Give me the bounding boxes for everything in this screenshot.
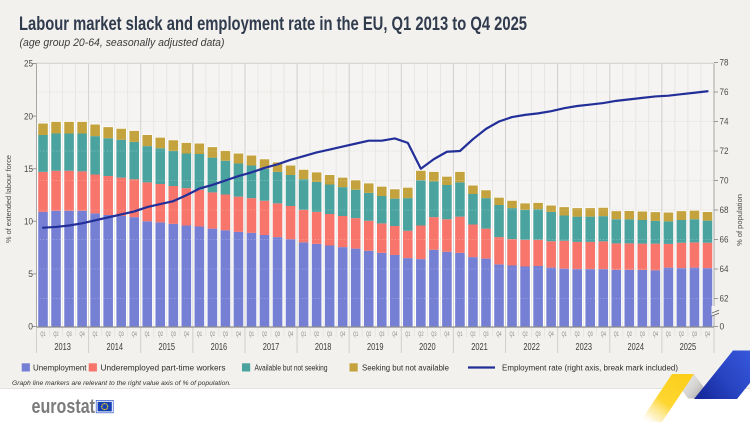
svg-text:76: 76 — [720, 87, 729, 98]
svg-text:Q4: Q4 — [392, 332, 398, 338]
svg-text:2013: 2013 — [54, 342, 71, 353]
svg-text:2022: 2022 — [523, 342, 540, 353]
svg-text:Q3: Q3 — [640, 332, 646, 338]
svg-text:74: 74 — [720, 117, 729, 128]
svg-text:Q4: Q4 — [653, 332, 659, 338]
svg-text:Q1: Q1 — [93, 332, 99, 338]
svg-text:Q4: Q4 — [444, 332, 450, 338]
svg-text:Q1: Q1 — [197, 332, 203, 338]
svg-text:Q2: Q2 — [575, 332, 581, 338]
svg-text:% of extended labour force: % of extended labour force — [6, 155, 13, 243]
svg-text:Q3: Q3 — [588, 332, 594, 338]
svg-text:Q1: Q1 — [249, 332, 255, 338]
svg-text:Q2: Q2 — [106, 332, 112, 338]
svg-text:2014: 2014 — [106, 342, 123, 353]
svg-text:Q4: Q4 — [80, 332, 86, 338]
svg-text:Q1: Q1 — [457, 332, 463, 338]
svg-text:68: 68 — [720, 205, 729, 216]
svg-text:Q2: Q2 — [418, 332, 424, 338]
svg-text:Q2: Q2 — [679, 332, 685, 338]
svg-text:% of population: % of population — [737, 194, 744, 246]
svg-text:Q1: Q1 — [145, 332, 151, 338]
svg-text:2018: 2018 — [315, 342, 332, 353]
svg-text:Available but not seeking: Available but not seeking — [255, 363, 328, 373]
svg-text:Q3: Q3 — [327, 332, 333, 338]
svg-text:Q3: Q3 — [431, 332, 437, 338]
svg-text:15: 15 — [24, 164, 33, 175]
svg-text:Q2: Q2 — [523, 332, 529, 338]
svg-text:66: 66 — [720, 235, 729, 246]
svg-text:Q2: Q2 — [53, 332, 59, 338]
svg-text:Q1: Q1 — [40, 332, 46, 338]
svg-text:Q3: Q3 — [483, 332, 489, 338]
svg-text:78: 78 — [720, 58, 729, 69]
svg-text:Q3: Q3 — [536, 332, 542, 338]
svg-text:Q4: Q4 — [288, 332, 294, 338]
svg-text:Q2: Q2 — [627, 332, 633, 338]
svg-text:10: 10 — [24, 217, 33, 228]
svg-text:Q1: Q1 — [510, 332, 516, 338]
svg-text:Q2: Q2 — [262, 332, 268, 338]
svg-text:62: 62 — [720, 294, 729, 305]
svg-text:Q4: Q4 — [496, 332, 502, 338]
svg-text:2021: 2021 — [471, 342, 488, 353]
svg-text:Q2: Q2 — [210, 332, 216, 338]
svg-text:2017: 2017 — [263, 342, 280, 353]
svg-text:Q3: Q3 — [223, 332, 229, 338]
svg-text:Q4: Q4 — [601, 332, 607, 338]
svg-text:Q1: Q1 — [301, 332, 307, 338]
svg-text:0: 0 — [28, 322, 33, 333]
svg-text:64: 64 — [720, 264, 729, 275]
svg-text:Employment rate (right axis, b: Employment rate (right axis, break mark … — [502, 363, 678, 373]
svg-text:eurostat: eurostat — [32, 396, 96, 418]
svg-text:Seeking but not available: Seeking but not available — [362, 363, 449, 373]
svg-text:(age group 20-64, seasonally a: (age group 20-64, seasonally adjusted da… — [20, 37, 225, 49]
svg-text:Graph line markers are relevan: Graph line markers are relevant to the r… — [12, 380, 231, 387]
svg-text:2015: 2015 — [159, 342, 176, 353]
svg-text:Q3: Q3 — [275, 332, 281, 338]
svg-text:Q2: Q2 — [314, 332, 320, 338]
svg-text:Q3: Q3 — [171, 332, 177, 338]
svg-text:Q2: Q2 — [470, 332, 476, 338]
svg-text:Q1: Q1 — [353, 332, 359, 338]
svg-text:Labour market slack and employ: Labour market slack and employment rate … — [19, 13, 527, 35]
svg-text:70: 70 — [720, 176, 729, 187]
svg-text:Q1: Q1 — [562, 332, 568, 338]
svg-text:Q1: Q1 — [666, 332, 672, 338]
svg-text:Q4: Q4 — [549, 332, 555, 338]
svg-text:0: 0 — [720, 322, 725, 333]
svg-text:2025: 2025 — [680, 342, 697, 353]
svg-text:Q2: Q2 — [158, 332, 164, 338]
svg-text:Q4: Q4 — [184, 332, 190, 338]
svg-text:72: 72 — [720, 146, 729, 157]
svg-text:Q4: Q4 — [132, 332, 138, 338]
svg-text:Q2: Q2 — [366, 332, 372, 338]
svg-text:Q1: Q1 — [614, 332, 620, 338]
svg-text:Q1: Q1 — [405, 332, 411, 338]
svg-text:Q4: Q4 — [340, 332, 346, 338]
svg-text:2023: 2023 — [575, 342, 592, 353]
svg-text:2016: 2016 — [211, 342, 228, 353]
svg-text:Q3: Q3 — [67, 332, 73, 338]
svg-text:Q3: Q3 — [692, 332, 698, 338]
svg-text:Q4: Q4 — [705, 332, 711, 338]
svg-text:20: 20 — [24, 111, 33, 122]
svg-text:2019: 2019 — [367, 342, 384, 353]
svg-text:25: 25 — [24, 59, 33, 70]
svg-text:2020: 2020 — [419, 342, 436, 353]
svg-text:Unemployment: Unemployment — [33, 363, 87, 373]
svg-text:Q3: Q3 — [379, 332, 385, 338]
svg-text:2024: 2024 — [628, 342, 645, 353]
svg-text:Q4: Q4 — [236, 332, 242, 338]
svg-text:Q3: Q3 — [119, 332, 125, 338]
svg-text:5: 5 — [28, 269, 33, 280]
svg-text:Underemployed part-time worker: Underemployed part-time workers — [101, 363, 226, 373]
